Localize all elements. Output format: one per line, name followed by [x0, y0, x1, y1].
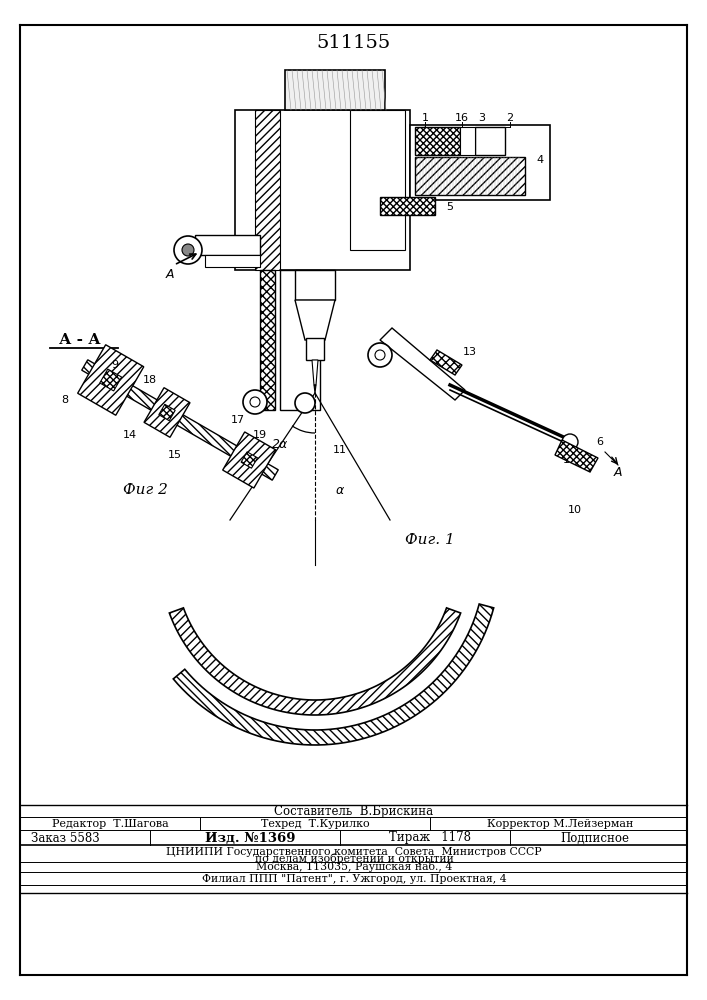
Text: 14: 14 — [123, 430, 137, 440]
Bar — [255, 110, 280, 270]
Text: 9: 9 — [112, 360, 119, 370]
Text: 13: 13 — [463, 347, 477, 357]
Text: 17: 17 — [231, 415, 245, 425]
Text: Составитель  В.Брискина: Составитель В.Брискина — [274, 804, 433, 818]
Text: 4: 4 — [537, 155, 544, 165]
Text: 19: 19 — [253, 430, 267, 440]
Bar — [235, 110, 410, 270]
Text: 5: 5 — [447, 202, 453, 212]
Circle shape — [250, 397, 260, 407]
Circle shape — [243, 390, 267, 414]
Text: А - А: А - А — [59, 333, 101, 347]
Circle shape — [174, 236, 202, 264]
Text: по делам изобретений и открытий: по делам изобретений и открытий — [255, 854, 453, 864]
Polygon shape — [314, 385, 316, 393]
Text: Корректор М.Лейзерман: Корректор М.Лейзерман — [487, 819, 633, 829]
Polygon shape — [223, 432, 276, 488]
Bar — [195, 235, 260, 255]
Text: α: α — [336, 484, 344, 496]
Text: 15: 15 — [168, 450, 182, 460]
Polygon shape — [159, 404, 175, 421]
Polygon shape — [144, 388, 190, 437]
Text: Тираж   1178: Тираж 1178 — [389, 832, 471, 844]
Bar — [260, 270, 275, 410]
Circle shape — [375, 350, 385, 360]
Bar — [285, 70, 385, 110]
Polygon shape — [312, 360, 318, 385]
Text: 11: 11 — [333, 445, 347, 455]
Polygon shape — [555, 440, 598, 472]
Polygon shape — [100, 369, 122, 391]
Text: Филиал ППП "Патент", г. Ужгород, ул. Проектная, 4: Филиал ППП "Патент", г. Ужгород, ул. Про… — [201, 874, 506, 884]
Circle shape — [562, 434, 578, 450]
Bar — [380, 197, 435, 215]
Polygon shape — [295, 270, 335, 300]
Polygon shape — [78, 345, 144, 415]
Circle shape — [182, 244, 194, 256]
Text: Заказ 5583: Заказ 5583 — [30, 832, 100, 844]
Text: Техред  Т.Курилко: Техред Т.Курилко — [261, 819, 369, 829]
Text: ЦНИИПИ Государственного комитета  Совета  Министров СССР: ЦНИИПИ Государственного комитета Совета … — [166, 847, 542, 857]
Text: 7: 7 — [436, 357, 443, 367]
Text: Москва, 113035, Раушская наб., 4: Москва, 113035, Раушская наб., 4 — [256, 861, 452, 872]
Polygon shape — [173, 604, 493, 745]
Bar — [280, 270, 320, 410]
Text: А: А — [614, 466, 622, 479]
Polygon shape — [170, 608, 461, 715]
Polygon shape — [295, 300, 335, 340]
Text: 3: 3 — [479, 113, 486, 123]
Text: 6: 6 — [597, 437, 604, 447]
Text: 16: 16 — [455, 113, 469, 123]
Text: А: А — [165, 267, 174, 280]
Bar — [205, 255, 260, 267]
Circle shape — [368, 343, 392, 367]
Polygon shape — [241, 452, 257, 468]
Text: Изд. №1369: Изд. №1369 — [205, 832, 296, 844]
Bar — [460, 127, 475, 155]
Text: 8: 8 — [62, 395, 69, 405]
Text: 511155: 511155 — [317, 34, 391, 52]
Polygon shape — [430, 350, 462, 375]
Bar — [415, 127, 460, 155]
Text: 12: 12 — [563, 455, 577, 465]
Text: Редактор  Т.Шагова: Редактор Т.Шагова — [52, 819, 168, 829]
Bar — [410, 125, 550, 200]
Text: Фиг. 1: Фиг. 1 — [405, 533, 455, 547]
Text: 10: 10 — [568, 505, 582, 515]
Text: 2: 2 — [506, 113, 513, 123]
Text: 2α: 2α — [272, 438, 288, 452]
Circle shape — [295, 393, 315, 413]
Bar — [475, 127, 505, 155]
Polygon shape — [82, 360, 279, 480]
Bar — [350, 110, 405, 250]
Bar — [415, 157, 525, 195]
Text: Подписное: Подписное — [561, 832, 629, 844]
Polygon shape — [380, 328, 465, 400]
Text: 1: 1 — [421, 113, 428, 123]
Text: Фиг 2: Фиг 2 — [122, 483, 168, 497]
Bar — [306, 338, 324, 360]
Text: 18: 18 — [143, 375, 157, 385]
